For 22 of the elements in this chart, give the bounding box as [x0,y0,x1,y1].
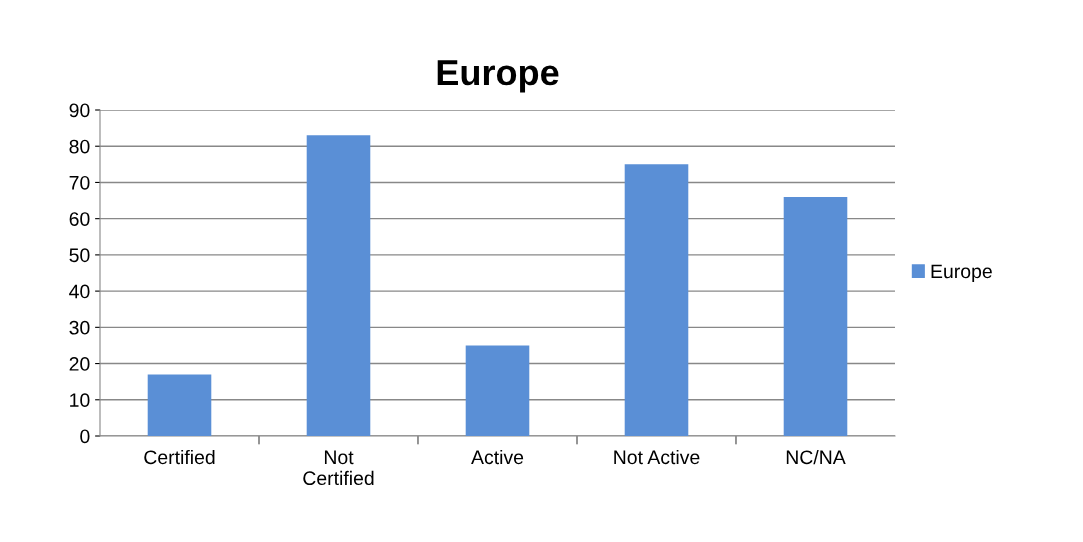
x-tick-label: Not Certified [303,450,374,486]
x-tick-label: Not Active [614,449,700,465]
x-tick-label: NC/NA [786,449,846,465]
y-tick-label: 80 [69,139,90,154]
y-tick-label: 30 [69,320,90,335]
bar [783,196,848,436]
bar [306,135,371,436]
bar [624,164,689,436]
chart-title: Europe [437,60,559,93]
y-tick-label: 20 [69,357,90,371]
y-tick-label: 60 [69,212,90,226]
y-tick-label: 70 [69,175,90,190]
y-tick-label: 0 [80,429,90,444]
y-tick-label: 50 [69,248,90,263]
bar [147,374,212,436]
x-tick-label: Active [471,449,524,465]
legend-label: Europe [931,264,992,283]
y-tick-label: 10 [70,393,90,408]
bar [465,345,530,436]
x-tick-label: Certified [144,449,215,465]
y-tick-label: 40 [69,284,90,299]
y-tick-label: 90 [69,103,90,118]
